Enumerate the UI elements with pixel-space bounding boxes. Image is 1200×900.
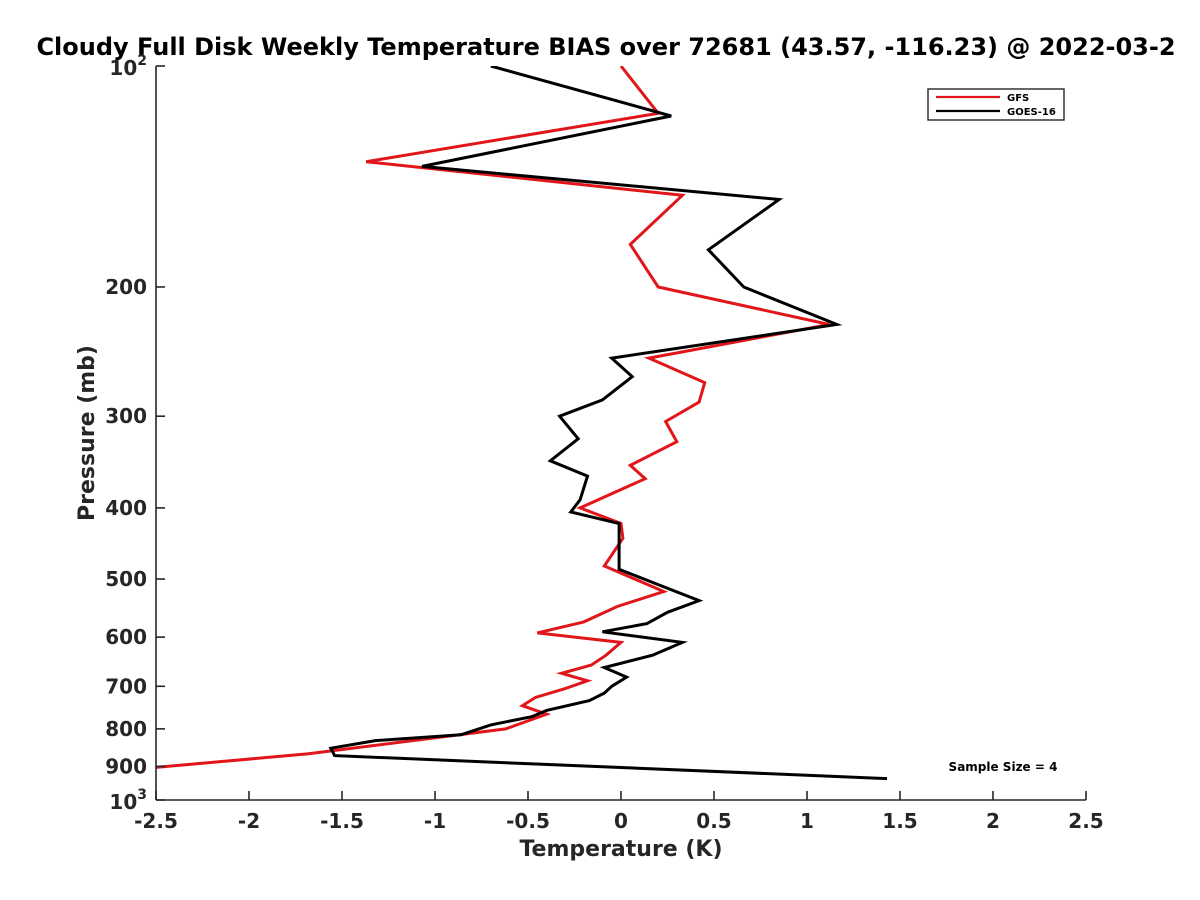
axes: -2.5 -2 -1.5 -1 -0.5 0 0.5 1 1.5 2 2.5 102 200 300 400…	[105, 53, 1103, 833]
x-tick-label: 0	[614, 809, 628, 833]
legend-label-gfs: GFS	[1007, 93, 1029, 104]
x-tick-label: -0.5	[506, 809, 550, 833]
x-tick-label: -1.5	[320, 809, 364, 833]
series-line-goes16	[328, 66, 888, 781]
sample-size-annotation: Sample Size = 4	[949, 760, 1058, 774]
x-tick-label: 2	[986, 809, 1000, 833]
y-tick-label: 500	[105, 567, 147, 591]
x-tick-label: 2.5	[1068, 809, 1103, 833]
y-tick-label: 400	[105, 496, 147, 520]
y-tick-label: 900	[105, 754, 147, 778]
x-tick-label: -1	[424, 809, 446, 833]
y-tick-label: 200	[105, 275, 147, 299]
x-tick-label: 0.5	[696, 809, 731, 833]
y-tick-label: 800	[105, 717, 147, 741]
x-tick-label: 1	[800, 809, 814, 833]
x-tick-label: 1.5	[882, 809, 917, 833]
chart-title: Cloudy Full Disk Weekly Temperature BIAS…	[36, 33, 1175, 61]
y-axis-label: Pressure (mb)	[75, 345, 100, 521]
y-tick-label: 700	[105, 674, 147, 698]
y-tick-label: 103	[109, 787, 147, 814]
series-line-gfs	[156, 66, 830, 769]
y-tick-label: 300	[105, 404, 147, 428]
legend-label-goes16: GOES-16	[1007, 107, 1056, 118]
x-tick-label: -2	[238, 809, 260, 833]
y-tick-label: 600	[105, 625, 147, 649]
legend-box	[927, 88, 1065, 121]
legend: GFS GOES-16	[927, 88, 1065, 121]
y-tick-label: 102	[109, 53, 147, 80]
x-tick-label: -2.5	[134, 809, 178, 833]
x-axis-label: Temperature (K)	[519, 837, 722, 862]
